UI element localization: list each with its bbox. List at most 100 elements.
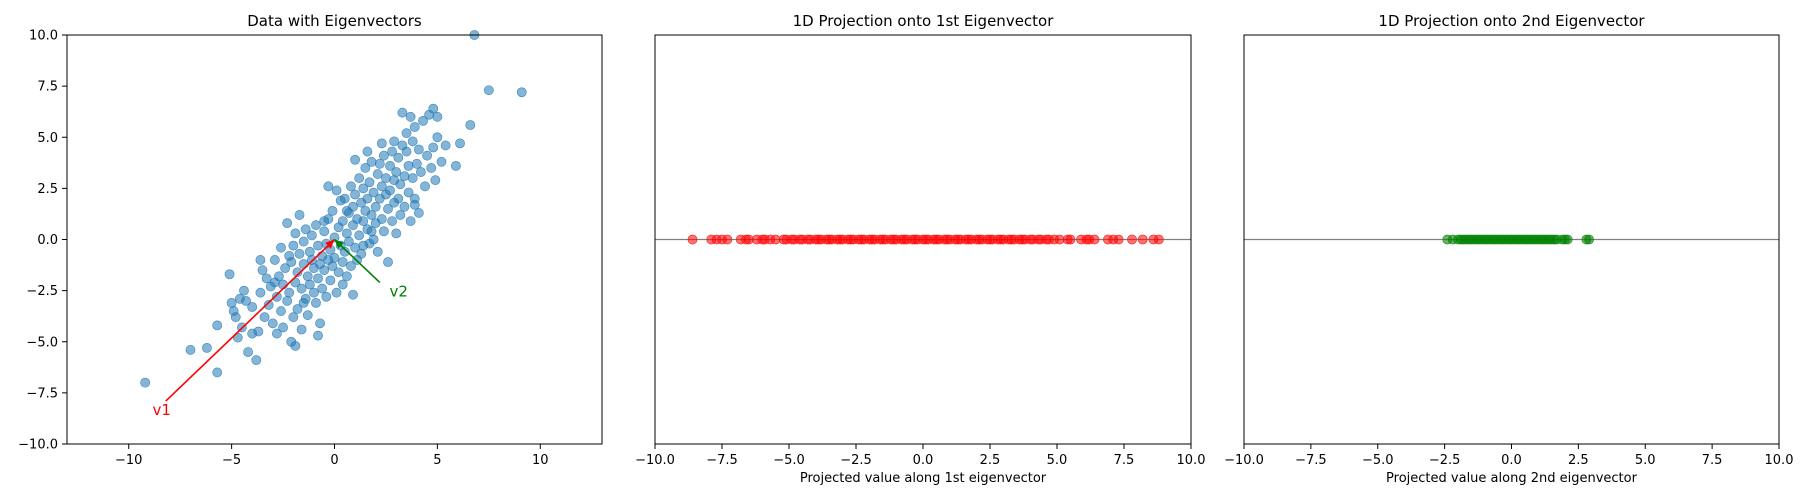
data-point xyxy=(140,377,151,388)
data-point xyxy=(428,142,439,153)
data-point xyxy=(422,150,432,161)
data-point xyxy=(376,181,387,192)
data-point xyxy=(255,255,266,265)
data-point xyxy=(483,85,494,96)
data-point xyxy=(292,304,303,314)
data-point xyxy=(393,193,404,204)
data-point xyxy=(350,154,360,165)
x-tick-label: −2.5 xyxy=(1429,453,1461,468)
data-point xyxy=(387,216,398,226)
x-axis-label: Projected value along 2nd eigenvector xyxy=(1386,471,1638,486)
data-point xyxy=(267,318,278,329)
data-point xyxy=(451,160,461,171)
x-tick-label: 2.5 xyxy=(980,453,1001,468)
data-point xyxy=(455,138,465,149)
data-point xyxy=(296,324,307,335)
x-tick-label: 5.0 xyxy=(1047,453,1068,468)
data-point xyxy=(257,265,268,276)
data-point xyxy=(344,236,354,247)
data-point xyxy=(261,273,272,284)
projected-points xyxy=(687,234,1164,245)
data-point xyxy=(403,160,414,171)
projected-point xyxy=(1127,234,1137,245)
data-point xyxy=(294,210,305,220)
data-point xyxy=(389,136,400,147)
data-point xyxy=(311,297,321,308)
data-point xyxy=(360,163,371,173)
y-tick-label: −5.0 xyxy=(26,335,58,350)
y-tick-label: −10.0 xyxy=(18,438,58,453)
y-tick-label: 10.0 xyxy=(29,29,58,44)
data-point xyxy=(416,167,426,177)
x-tick-label: −5.0 xyxy=(1362,453,1394,468)
data-point xyxy=(331,287,342,298)
data-point xyxy=(358,183,369,194)
data-points xyxy=(140,30,527,388)
data-point xyxy=(418,115,428,126)
x-tick-label: 10.0 xyxy=(1177,453,1206,468)
data-point xyxy=(366,226,377,237)
x-tick-label: −5 xyxy=(222,453,241,468)
y-tick-label: 2.5 xyxy=(37,182,58,197)
projected-point xyxy=(1153,234,1164,245)
x-tick-label: −10 xyxy=(115,453,142,468)
x-tick-label: 0.0 xyxy=(1501,453,1522,468)
data-point xyxy=(432,111,443,122)
data-point xyxy=(269,255,280,265)
data-point xyxy=(407,173,418,184)
data-point xyxy=(298,259,309,269)
data-point xyxy=(378,226,389,237)
data-point xyxy=(212,320,223,331)
chart-title: 1D Projection onto 1st Eigenvector xyxy=(793,12,1055,30)
projected-point xyxy=(722,234,733,245)
data-point xyxy=(234,293,245,304)
x-tick-label: −7.5 xyxy=(706,453,738,468)
data-point xyxy=(290,228,301,239)
projected-point xyxy=(1113,234,1124,245)
data-point xyxy=(395,210,406,220)
x-tick-label: 5.0 xyxy=(1635,453,1656,468)
data-point xyxy=(302,271,313,282)
data-point xyxy=(385,185,395,196)
x-tick-label: 2.5 xyxy=(1568,453,1589,468)
data-point xyxy=(346,261,356,271)
data-point xyxy=(263,300,274,310)
data-point xyxy=(405,216,416,226)
data-point xyxy=(348,289,358,300)
data-point xyxy=(341,271,352,282)
data-point xyxy=(313,330,323,341)
x-tick-label: 0 xyxy=(330,453,338,468)
data-point xyxy=(420,181,430,192)
data-point xyxy=(376,138,387,149)
data-point xyxy=(372,246,383,257)
data-point xyxy=(465,120,476,130)
data-point xyxy=(378,150,389,161)
data-point xyxy=(298,297,309,308)
data-point xyxy=(368,234,379,245)
x-tick-label: −5.0 xyxy=(773,453,805,468)
data-point xyxy=(411,158,422,169)
data-point xyxy=(311,220,321,231)
data-point xyxy=(304,246,315,257)
eigenvector-line-v2 xyxy=(333,238,381,284)
y-tick-label: 5.0 xyxy=(37,131,58,146)
data-point xyxy=(428,103,439,114)
data-point xyxy=(325,275,336,286)
data-point xyxy=(399,171,410,182)
data-point xyxy=(306,230,317,241)
data-point xyxy=(440,140,451,151)
data-point xyxy=(292,267,303,278)
data-point xyxy=(337,216,348,226)
projection-panel-2nd-eigenvector: 1D Projection onto 2nd Eigenvector Proje… xyxy=(1224,12,1793,486)
data-point xyxy=(317,283,328,294)
data-point xyxy=(399,201,410,212)
data-point xyxy=(224,269,235,280)
y-tick-label: −7.5 xyxy=(26,386,58,401)
data-point xyxy=(350,189,360,200)
x-tick-label: −2.5 xyxy=(840,453,872,468)
data-point xyxy=(358,240,369,251)
data-point xyxy=(315,318,325,329)
projected-points xyxy=(1442,234,1594,245)
eigenvector-arrowhead-v1 xyxy=(325,239,335,249)
